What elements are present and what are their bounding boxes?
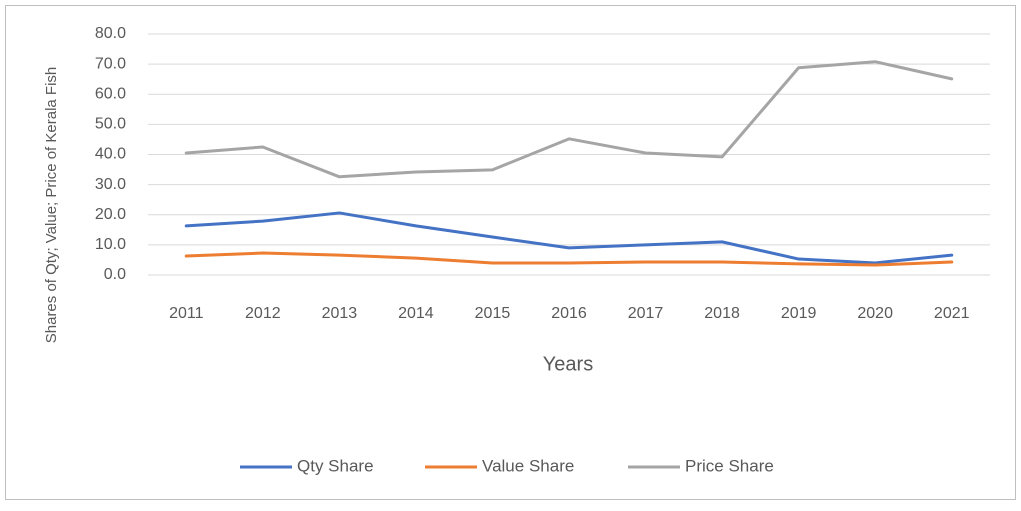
x-tick-label: 2021 — [934, 305, 970, 322]
legend-label: Value Share — [482, 456, 574, 475]
y-tick-label: 80.0 — [95, 25, 126, 42]
x-tick-label: 2015 — [475, 305, 511, 322]
y-tick-label: 30.0 — [95, 176, 126, 193]
series-line — [184, 251, 954, 267]
x-tick-label: 2017 — [628, 305, 664, 322]
y-tick-label: 50.0 — [95, 116, 126, 133]
legend-label: Qty Share — [297, 456, 374, 475]
series-line — [184, 211, 954, 265]
series-line — [184, 60, 954, 179]
y-tick-label: 60.0 — [95, 85, 126, 102]
x-tick-label: 2019 — [781, 305, 817, 322]
x-axis-title: Years — [543, 353, 593, 375]
x-tick-label: 2016 — [551, 305, 587, 322]
x-tick-label: 2014 — [398, 305, 434, 322]
x-tick-label: 2012 — [245, 305, 281, 322]
x-tick-label: 2011 — [169, 305, 204, 322]
y-tick-label: 0.0 — [104, 266, 126, 283]
y-tick-label: 20.0 — [95, 206, 126, 223]
legend-label: Price Share — [685, 456, 774, 475]
x-tick-label: 2013 — [322, 305, 358, 322]
y-tick-label: 70.0 — [95, 55, 126, 72]
x-tick-label: 2020 — [857, 305, 893, 322]
y-tick-label: 10.0 — [95, 236, 126, 253]
x-tick-label: 2018 — [704, 305, 740, 322]
chart-border — [5, 5, 1016, 500]
y-axis-title: Shares of Qty; Value; Price of Kerala Fi… — [43, 67, 60, 344]
y-tick-label: 40.0 — [95, 146, 126, 163]
